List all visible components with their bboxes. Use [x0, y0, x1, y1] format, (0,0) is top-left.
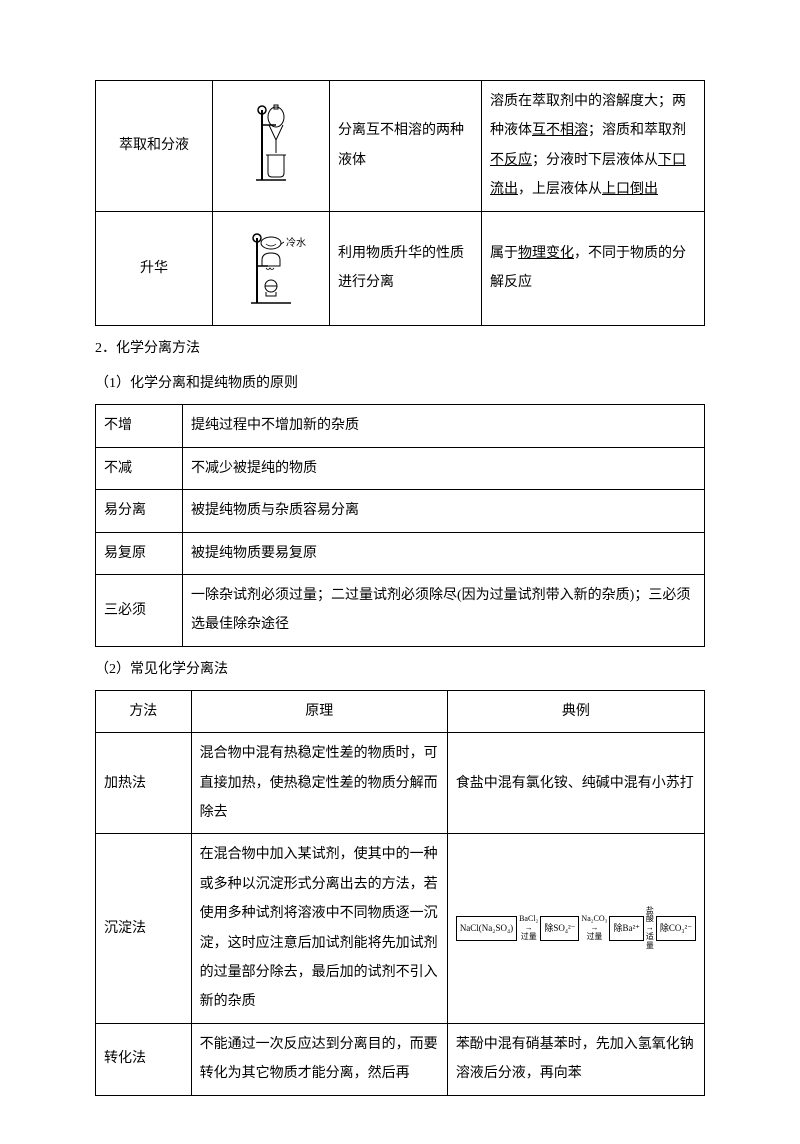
method-cell: 加热法 [96, 733, 192, 834]
sublimation-icon: 冷水 [236, 218, 306, 308]
flow-box: 除CO₃²⁻ [656, 916, 696, 941]
key-cell: 易分离 [96, 490, 183, 532]
flow-box: NaCl(Na₂SO₄) [456, 916, 517, 941]
header-cell: 典例 [447, 690, 704, 732]
method-cell: 沉淀法 [96, 834, 192, 1023]
method-cell: 萃取和分液 [96, 81, 213, 212]
notes-cell: 溶质在萃取剂中的溶解度大；两种液体互不相溶；溶质和萃取剂不反应；分液时下层液体从… [482, 81, 705, 212]
value-cell: 一除杂试剂必须过量；二过量试剂必须除尽(因为过量试剂带入新的杂质)；三必须选最佳… [183, 574, 705, 646]
example-cell: 食盐中混有氯化铵、纯碱中混有小苏打 [447, 733, 704, 834]
principle-cell: 分离互不相溶的两种液体 [330, 81, 482, 212]
principles-table: 不增 提纯过程中不增加新的杂质 不减 不减少被提纯的物质 易分离 被提纯物质与杂… [95, 404, 705, 646]
notes-cell: 属于物理变化，不同于物质的分解反应 [482, 211, 705, 325]
key-cell: 易复原 [96, 532, 183, 574]
table-row: 不减 不减少被提纯的物质 [96, 447, 705, 489]
flow-box: 除Ba²⁺ [609, 916, 643, 941]
svg-text:冷水: 冷水 [286, 236, 306, 249]
apparatus-cell: 冷水 [213, 211, 330, 325]
key-cell: 三必须 [96, 574, 183, 646]
principle-cell: 不能通过一次反应达到分离目的，而要转化为其它物质才能分离，然后再 [191, 1023, 447, 1095]
physical-methods-table: 萃取和分液 分离互不相溶的两种液体 溶质在萃取剂中的溶解度大；两种液体互不 [95, 80, 705, 326]
flow-diagram: NaCl(Na₂SO₄) BaCl₂→过量 除SO₄²⁻ Na₂CO₃→过量 除… [456, 907, 696, 951]
table-row: 易复原 被提纯物质要易复原 [96, 532, 705, 574]
header-cell: 方法 [96, 690, 192, 732]
principle-cell: 混合物中混有热稳定性差的物质时，可直接加热，使热稳定性差的物质分解而除去 [191, 733, 447, 834]
principle-cell: 在混合物中加入某试剂，使其中的一种或多种以沉淀形式分离出去的方法，若使用多种试剂… [191, 834, 447, 1023]
separating-funnel-icon [236, 95, 306, 185]
key-cell: 不减 [96, 447, 183, 489]
flow-box: 除SO₄²⁻ [540, 916, 579, 941]
table-row: 转化法 不能通过一次反应达到分离目的，而要转化为其它物质才能分离，然后再 苯酚中… [96, 1023, 705, 1095]
table-row: 易分离 被提纯物质与杂质容易分离 [96, 490, 705, 532]
chemical-methods-table: 方法 原理 典例 加热法 混合物中混有热稳定性差的物质时，可直接加热，使热稳定性… [95, 690, 705, 1096]
flow-arrow-icon: 盐酸→适量 [646, 907, 654, 951]
key-cell: 不增 [96, 405, 183, 447]
example-cell: 苯酚中混有硝基苯时，先加入氢氧化钠溶液后分液，再向苯 [447, 1023, 704, 1095]
apparatus-cell [213, 81, 330, 212]
value-cell: 被提纯物质要易复原 [183, 532, 705, 574]
method-cell: 升华 [96, 211, 213, 325]
table-row: 不增 提纯过程中不增加新的杂质 [96, 405, 705, 447]
flow-arrow-icon: BaCl₂→过量 [519, 915, 538, 941]
header-cell: 原理 [191, 690, 447, 732]
table-row: 加热法 混合物中混有热稳定性差的物质时，可直接加热，使热稳定性差的物质分解而除去… [96, 733, 705, 834]
example-cell: NaCl(Na₂SO₄) BaCl₂→过量 除SO₄²⁻ Na₂CO₃→过量 除… [447, 834, 704, 1023]
value-cell: 被提纯物质与杂质容易分离 [183, 490, 705, 532]
flow-arrow-icon: Na₂CO₃→过量 [581, 915, 607, 941]
table-row: 沉淀法 在混合物中加入某试剂，使其中的一种或多种以沉淀形式分离出去的方法，若使用… [96, 834, 705, 1023]
value-cell: 提纯过程中不增加新的杂质 [183, 405, 705, 447]
table-row: 萃取和分液 分离互不相溶的两种液体 溶质在萃取剂中的溶解度大；两种液体互不 [96, 81, 705, 212]
section-subheading: （1）化学分离和提纯物质的原则 [95, 371, 705, 396]
section-subheading: （2）常见化学分离法 [95, 657, 705, 682]
value-cell: 不减少被提纯的物质 [183, 447, 705, 489]
method-cell: 转化法 [96, 1023, 192, 1095]
table-row: 升华 冷水 利用物质升华的性质进行分离 [96, 211, 705, 325]
table-row: 三必须 一除杂试剂必须过量；二过量试剂必须除尽(因为过量试剂带入新的杂质)；三必… [96, 574, 705, 646]
principle-cell: 利用物质升华的性质进行分离 [330, 211, 482, 325]
section-heading: 2．化学分离方法 [95, 336, 705, 361]
table-header-row: 方法 原理 典例 [96, 690, 705, 732]
